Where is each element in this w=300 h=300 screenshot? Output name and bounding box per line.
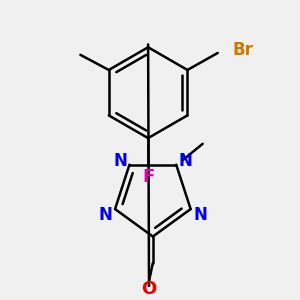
- Text: N: N: [113, 152, 127, 170]
- Text: N: N: [193, 206, 207, 224]
- Text: N: N: [99, 206, 112, 224]
- Text: F: F: [142, 168, 154, 186]
- Text: O: O: [141, 280, 157, 298]
- Text: Br: Br: [233, 41, 254, 59]
- Text: N: N: [179, 152, 193, 170]
